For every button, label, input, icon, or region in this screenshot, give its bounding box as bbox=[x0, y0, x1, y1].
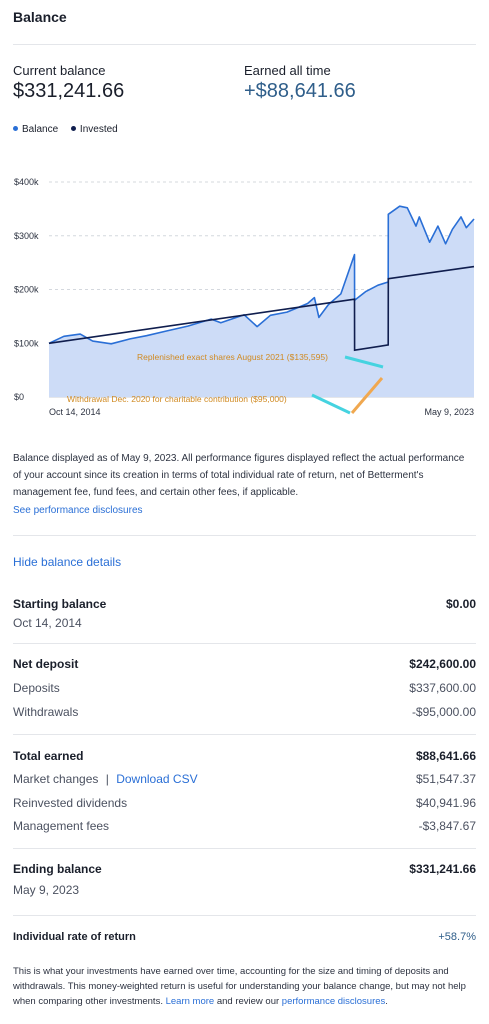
legend-invested: Invested bbox=[70, 124, 118, 135]
legend-invested-label: Invested bbox=[79, 124, 118, 135]
legend-balance-label: Balance bbox=[22, 124, 59, 135]
annotation-withdrawal-text: Withdrawal Dec. 2020 for charitable cont… bbox=[67, 394, 287, 404]
divider bbox=[13, 44, 476, 45]
balance-note: Balance displayed as of May 9, 2023. All… bbox=[13, 450, 475, 501]
performance-disclosures-link[interactable]: See performance disclosures bbox=[13, 505, 143, 516]
starting-balance-date: Oct 14, 2014 bbox=[13, 616, 82, 630]
hide-balance-details-link[interactable]: Hide balance details bbox=[13, 555, 122, 569]
annotation-arrow-replenish bbox=[344, 355, 384, 369]
ending-balance-value: $331,241.66 bbox=[409, 862, 476, 876]
legend-balance: Balance bbox=[13, 124, 58, 135]
rate-of-return-note: This is what your investments have earne… bbox=[13, 964, 468, 1009]
earned-all-time-value: +$88,641.66 bbox=[244, 80, 356, 102]
y-tick-label: $200k bbox=[14, 285, 39, 295]
balance-area bbox=[49, 206, 474, 397]
deposits-value: $337,600.00 bbox=[409, 681, 476, 695]
market-changes-cell: Market changes | Download CSV bbox=[13, 772, 198, 786]
ending-balance-date: May 9, 2023 bbox=[13, 883, 80, 897]
divider bbox=[13, 848, 476, 849]
rate-of-return-value: +58.7% bbox=[438, 931, 476, 943]
rate-note-and: and review our bbox=[216, 996, 280, 1007]
total-earned-label: Total earned bbox=[13, 749, 84, 763]
net-deposit-label: Net deposit bbox=[13, 657, 79, 671]
y-tick-label: $400k bbox=[14, 177, 39, 187]
annotation-replenish-text: Replenished exact shares August 2021 ($1… bbox=[137, 352, 328, 362]
balance-line bbox=[48, 205, 475, 345]
management-fees-value: -$3,847.67 bbox=[418, 819, 476, 833]
balance-note-text: Balance displayed as of May 9, 2023. All… bbox=[13, 453, 465, 498]
legend-balance-dot bbox=[13, 125, 18, 131]
dividends-value: $40,941.96 bbox=[415, 796, 476, 810]
x-axis-start-label: Oct 14, 2014 bbox=[49, 407, 101, 417]
y-tick-label: $100k bbox=[14, 338, 39, 348]
y-axis-ticks: $400k $300k $200k $100k $0 bbox=[14, 177, 39, 402]
earned-all-time-label: Earned all time bbox=[244, 63, 331, 78]
invested-line bbox=[48, 265, 475, 352]
market-changes-separator: | bbox=[105, 772, 109, 786]
download-csv-link[interactable]: Download CSV bbox=[116, 772, 198, 786]
rate-note-period: . bbox=[385, 996, 388, 1007]
legend-invested-dot bbox=[70, 125, 76, 131]
y-tick-label: $0 bbox=[14, 392, 24, 402]
x-axis-end-label: May 9, 2023 bbox=[424, 407, 474, 417]
chart-legend: Balance Invested bbox=[13, 124, 128, 135]
annotation-arrow-withdrawal bbox=[311, 393, 351, 415]
balance-chart[interactable]: Replenished exact shares August 2021 ($1… bbox=[0, 160, 489, 430]
market-changes-value: $51,547.37 bbox=[415, 772, 476, 786]
total-earned-value: $88,641.66 bbox=[415, 749, 476, 763]
starting-balance-value: $0.00 bbox=[445, 597, 476, 611]
withdrawals-label: Withdrawals bbox=[13, 705, 79, 719]
annotation-orange-bracket bbox=[350, 377, 384, 414]
deposits-label: Deposits bbox=[13, 681, 60, 695]
page-title: Balance bbox=[13, 9, 67, 25]
net-deposit-value: $242,600.00 bbox=[409, 657, 476, 671]
divider bbox=[13, 915, 476, 916]
management-fees-label: Management fees bbox=[13, 819, 110, 833]
withdrawals-value: -$95,000.00 bbox=[411, 705, 476, 719]
rate-of-return-label: Individual rate of return bbox=[13, 931, 136, 943]
divider bbox=[13, 535, 476, 536]
rate-note-text: This is what your investments have earne… bbox=[13, 966, 466, 1007]
y-tick-label: $300k bbox=[14, 231, 39, 241]
divider bbox=[13, 734, 476, 735]
current-balance-value: $331,241.66 bbox=[13, 80, 125, 102]
learn-more-link[interactable]: Learn more bbox=[165, 996, 215, 1007]
performance-disclosures-inline-link[interactable]: performance disclosures bbox=[281, 996, 386, 1007]
market-changes-label: Market changes bbox=[13, 772, 99, 786]
chart-annotations: Replenished exact shares August 2021 ($1… bbox=[67, 352, 384, 415]
dividends-label: Reinvested dividends bbox=[13, 796, 128, 810]
ending-balance-label: Ending balance bbox=[13, 862, 102, 876]
divider bbox=[13, 643, 476, 644]
starting-balance-label: Starting balance bbox=[13, 597, 107, 611]
current-balance-label: Current balance bbox=[13, 63, 106, 78]
